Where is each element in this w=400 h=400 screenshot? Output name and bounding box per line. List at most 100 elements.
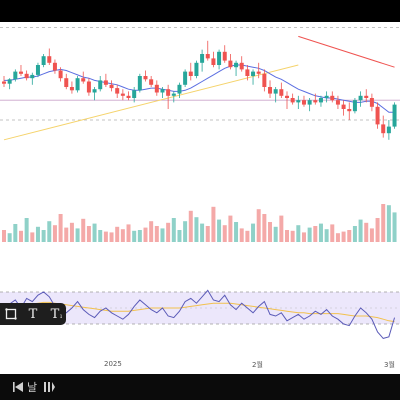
- volume-bar-46: [262, 214, 267, 242]
- candle-body-69: [392, 104, 397, 127]
- text-sub-icon[interactable]: T ı: [44, 303, 66, 325]
- candle-body-43: [245, 69, 250, 76]
- candle-body-28: [160, 89, 165, 93]
- volume-bar-64: [364, 222, 369, 242]
- volume-bar-26: [149, 221, 154, 242]
- candle-body-48: [273, 89, 278, 94]
- candle-body-22: [126, 95, 131, 98]
- candle-body-18: [103, 80, 108, 85]
- volume-bar-8: [47, 221, 52, 242]
- candle-body-20: [115, 88, 120, 94]
- chapter-icon[interactable]: [42, 380, 56, 394]
- volume-bar-20: [115, 226, 120, 242]
- volume-bar-43: [245, 230, 250, 242]
- chart-area: 2025 2월 3월: [0, 22, 400, 374]
- square-icon[interactable]: [0, 303, 22, 325]
- candle-body-40: [228, 60, 233, 68]
- candle-body-50: [285, 95, 289, 98]
- candle-body-51: [290, 98, 295, 103]
- volume-bar-61: [347, 230, 352, 242]
- candle-body-60: [341, 104, 346, 109]
- subtitle-label[interactable]: 날: [27, 381, 38, 394]
- volume-bar-33: [188, 210, 193, 242]
- volume-bar-34: [194, 217, 199, 242]
- candle-body-14: [81, 78, 86, 82]
- volume-bar-66: [375, 218, 380, 242]
- candle-body-12: [69, 87, 74, 91]
- candle-body-44: [251, 71, 256, 76]
- volume-bar-4: [24, 218, 29, 242]
- volume-bar-53: [301, 232, 306, 242]
- volume-bar-0: [2, 230, 6, 242]
- volume-bar-54: [307, 227, 312, 242]
- volume-bar-9: [52, 225, 57, 242]
- volume-bar-2: [13, 224, 18, 242]
- candle-body-35: [200, 54, 205, 63]
- volume-bar-63: [358, 219, 363, 242]
- candle-body-42: [239, 62, 244, 70]
- candle-body-15: [86, 81, 91, 93]
- candle-body-16: [92, 89, 97, 93]
- candle-body-9: [52, 62, 57, 71]
- volume-bar-39: [222, 225, 227, 242]
- volume-bar-11: [64, 227, 69, 242]
- volume-bar-69: [392, 212, 397, 242]
- volume-bar-45: [256, 209, 261, 242]
- candle-body-64: [364, 95, 369, 98]
- volume-bar-28: [160, 228, 165, 242]
- volume-bar-3: [18, 230, 23, 242]
- candle-body-10: [58, 70, 63, 79]
- candle-body-66: [375, 106, 380, 125]
- volume-bar-23: [132, 230, 137, 242]
- volume-bar-42: [239, 228, 244, 242]
- candle-body-59: [335, 100, 340, 105]
- volume-bar-13: [75, 228, 80, 242]
- volume-bar-37: [211, 206, 216, 242]
- volume-bar-24: [137, 230, 142, 242]
- candle-body-7: [41, 56, 46, 65]
- volume-bar-15: [86, 226, 91, 242]
- volume-bar-22: [126, 224, 131, 242]
- volume-bar-10: [58, 214, 63, 242]
- skip-back-icon[interactable]: [12, 380, 24, 394]
- volume-bar-47: [268, 222, 273, 242]
- candle-body-2: [13, 71, 18, 80]
- candle-body-49: [279, 89, 284, 96]
- candle-body-11: [64, 78, 69, 87]
- candle-body-55: [313, 100, 318, 103]
- volume-bar-5: [30, 232, 35, 242]
- text-icon[interactable]: T: [28, 306, 38, 322]
- volume-bar-50: [285, 230, 289, 242]
- volume-bar-44: [251, 223, 256, 242]
- candle-body-38: [217, 51, 222, 65]
- text-sub-mark: ı: [60, 313, 62, 320]
- candle-body-0: [2, 81, 6, 84]
- candle-body-62: [352, 100, 357, 112]
- volume-bar-60: [341, 231, 346, 242]
- candle-body-52: [296, 100, 301, 103]
- candle-body-19: [109, 84, 114, 89]
- candle-body-36: [205, 54, 210, 59]
- volume-bar-57: [324, 229, 329, 242]
- candle-body-3: [18, 71, 23, 74]
- volume-bar-62: [352, 226, 357, 242]
- candle-body-34: [194, 62, 199, 76]
- candle-body-31: [177, 84, 182, 94]
- rsi-signal-line: [3, 301, 395, 323]
- candle-body-29: [166, 89, 171, 96]
- candle-body-46: [262, 73, 267, 87]
- candle-body-1: [7, 79, 12, 84]
- stock-chart[interactable]: [0, 22, 400, 374]
- candle-body-21: [120, 93, 125, 96]
- candle-body-24: [137, 76, 142, 91]
- volume-bar-21: [120, 229, 125, 242]
- volume-bar-7: [41, 230, 46, 242]
- volume-bar-58: [330, 224, 335, 242]
- support-trendline: [3, 64, 299, 141]
- volume-bar-52: [296, 225, 301, 242]
- candle-body-13: [75, 78, 80, 91]
- volume-bar-14: [81, 218, 86, 242]
- volume-bar-1: [7, 233, 12, 242]
- candle-body-37: [211, 58, 216, 65]
- volume-bar-12: [69, 222, 74, 242]
